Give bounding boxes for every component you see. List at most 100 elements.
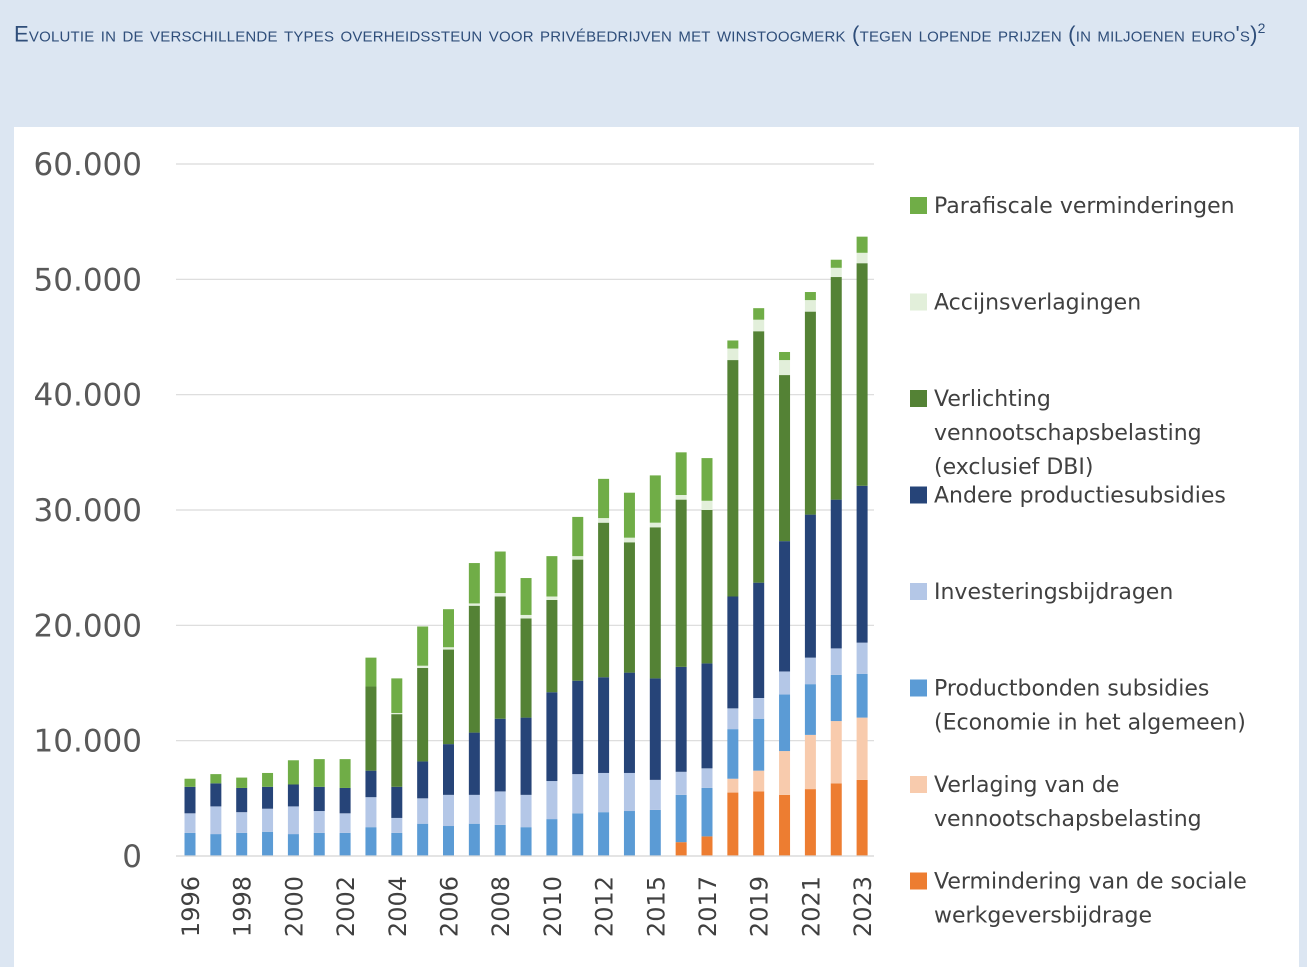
bar-segment	[753, 331, 765, 583]
bar-segment	[675, 794, 687, 843]
bar-segment	[546, 819, 558, 856]
bar-segment	[830, 499, 842, 649]
bar-segment	[856, 779, 868, 856]
bar-segment	[804, 311, 816, 515]
bar-segment	[572, 559, 584, 681]
bar-segment	[417, 761, 429, 799]
bar-segment	[779, 375, 791, 542]
bar-segment	[287, 834, 299, 856]
x-tick-label: 2019	[746, 876, 774, 937]
bar-segment	[287, 760, 299, 785]
bar-segment	[598, 772, 610, 813]
bar-segment	[753, 697, 765, 719]
bar-segment	[830, 721, 842, 784]
legend-swatch	[910, 583, 927, 600]
bar-segment	[856, 642, 868, 674]
legend: Parafiscale verminderingen Accijnsverlagi…	[910, 194, 1247, 929]
x-tick-label: 1996	[177, 876, 205, 937]
bar-segment	[753, 308, 765, 320]
bar-segment	[494, 593, 506, 597]
bar-segment	[779, 360, 791, 376]
x-tick-label: 2006	[436, 876, 464, 937]
legend-label: Parafiscale verminderingen	[934, 194, 1235, 219]
bar-segment	[287, 806, 299, 835]
chart-title: Evolutie in de verschillende types overh…	[14, 4, 1299, 58]
bar-segment	[675, 771, 687, 795]
bar-segment	[417, 823, 429, 856]
y-tick-label: 0	[122, 839, 142, 875]
bar-segment	[804, 514, 816, 658]
bar-segment	[675, 495, 687, 500]
bar-segment	[779, 751, 791, 795]
x-axis: 1996 1998 2000 2002 2004 2006 2008 2010 2012 2015…	[176, 855, 877, 937]
bar-segment	[520, 618, 532, 718]
bar-segment	[313, 759, 325, 787]
bar-segment	[675, 842, 687, 856]
bar-segment	[623, 811, 635, 856]
bar-segment	[649, 678, 661, 780]
bar-segment	[210, 774, 222, 784]
bar-segment	[598, 518, 610, 523]
bar-segment	[675, 499, 687, 667]
bar-segment	[779, 694, 791, 752]
bar-segment	[701, 510, 713, 664]
y-tick-label: 20.000	[34, 608, 142, 644]
bar-segment	[727, 792, 739, 856]
bar-segment	[236, 812, 248, 833]
bar-segment	[546, 599, 558, 693]
bar-segment	[468, 605, 480, 733]
bar-segment	[779, 351, 791, 361]
bar-segment	[391, 714, 403, 787]
legend-label: Vermindering van de sociale	[934, 870, 1247, 895]
bar-segment	[262, 772, 274, 787]
bar-segment	[572, 680, 584, 775]
bar-segment	[649, 475, 661, 523]
bar-segment	[365, 770, 377, 798]
bar-segment	[520, 794, 532, 828]
bar-segment	[701, 500, 713, 510]
bar-segment	[365, 657, 377, 687]
legend-label: (exclusief DBI)	[934, 455, 1093, 480]
bar-segment	[649, 809, 661, 856]
bar-segment	[649, 522, 661, 528]
bar-segment	[236, 777, 248, 788]
legend-swatch	[910, 390, 927, 407]
bar-segment	[856, 263, 868, 486]
bar-segment	[494, 718, 506, 792]
bar-segment	[753, 582, 765, 698]
bar-segment	[804, 657, 816, 685]
bar-segment	[727, 708, 739, 730]
bar-segment	[313, 811, 325, 833]
bar-segment	[753, 770, 765, 792]
bar-segment	[391, 817, 403, 833]
bar-segment	[443, 647, 454, 650]
legend-label: Investeringsbijdragen	[934, 580, 1173, 605]
legend-label: vennootschapsbelasting	[934, 807, 1202, 832]
bar-segment	[520, 578, 532, 615]
bar-segment	[468, 794, 480, 824]
bar-segment	[494, 596, 506, 719]
bar-segment	[184, 786, 196, 814]
bar-segment	[727, 340, 739, 349]
bar-segment	[210, 806, 222, 835]
bar-segment	[701, 768, 713, 788]
bar-segment	[443, 826, 454, 856]
bar-segment	[236, 787, 248, 813]
bar-segment	[468, 732, 480, 795]
x-tick-label: 2000	[280, 876, 308, 937]
x-tick-label: 2023	[849, 876, 877, 937]
bar-segment	[236, 832, 248, 856]
bar-segment	[417, 798, 429, 824]
bar-segment	[623, 772, 635, 812]
x-tick-label: 2021	[797, 876, 825, 937]
legend-swatch	[910, 486, 927, 504]
bar-segment	[753, 319, 765, 332]
bar-segment	[649, 527, 661, 679]
x-tick-label: 2008	[487, 876, 515, 937]
bar-segment	[649, 779, 661, 810]
bar-segment	[339, 759, 351, 788]
bar-segment	[856, 252, 868, 264]
bar-segment	[727, 348, 739, 361]
bar-segment	[417, 626, 429, 666]
x-tick-label: 2012	[591, 876, 619, 937]
